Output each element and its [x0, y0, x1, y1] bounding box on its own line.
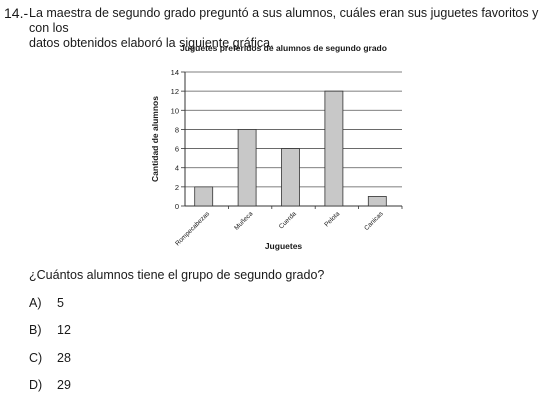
chart-title: Juguetes preferidos de alumnos de segund…: [180, 43, 387, 53]
y-tick-label-4: 4: [175, 164, 179, 173]
bar-3: [324, 90, 344, 207]
x-tick-label-2: Cuerda: [278, 210, 298, 230]
x-tick-label-1: Muñeca: [233, 210, 255, 232]
option-a[interactable]: A) 5: [29, 296, 64, 310]
y-axis-title: Cantidad de alumnos: [150, 96, 160, 182]
bar-2: [281, 148, 300, 207]
option-b-value: 12: [57, 323, 71, 337]
y-tick-label-6: 6: [175, 145, 179, 154]
x-tick-label-0: Rompecabezas: [174, 210, 211, 247]
y-tick-label-8: 8: [175, 125, 179, 134]
bar-4: [367, 196, 387, 207]
y-tick-label-0: 0: [175, 202, 179, 211]
option-c[interactable]: C) 28: [29, 351, 71, 365]
option-a-value: 5: [57, 296, 64, 310]
bar-1: [237, 129, 257, 207]
option-a-letter: A): [29, 296, 42, 310]
question-text: La maestra de segundo grado preguntó a s…: [29, 6, 544, 51]
x-tick-label-3: Pelota: [323, 210, 341, 228]
x-tick-label-4: Canicas: [363, 210, 385, 232]
option-b[interactable]: B) 12: [29, 323, 71, 337]
option-d-letter: D): [29, 378, 43, 392]
question-number: 14.-: [4, 5, 29, 21]
y-tick-label-14: 14: [171, 68, 179, 77]
x-axis-title: Juguetes: [265, 241, 303, 251]
y-tick-label-10: 10: [171, 106, 179, 115]
option-d-value: 29: [57, 378, 71, 392]
option-c-letter: C): [29, 351, 43, 365]
y-tick-label-12: 12: [171, 87, 179, 96]
question-prompt: ¿Cuántos alumnos tiene el grupo de segun…: [29, 268, 325, 282]
y-tick-label-2: 2: [175, 183, 179, 192]
question-text-line-1: La maestra de segundo grado preguntó a s…: [29, 6, 539, 35]
option-d[interactable]: D) 29: [29, 378, 71, 392]
option-b-letter: B): [29, 323, 42, 337]
question-text-line-2: datos obtenidos elaboró la siguiente grá…: [29, 36, 274, 50]
bar-chart: Juguetes preferidos de alumnos de segund…: [140, 40, 420, 255]
bar-chart-svg: Juguetes preferidos de alumnos de segund…: [150, 43, 403, 251]
bar-0: [194, 186, 214, 207]
option-c-value: 28: [57, 351, 71, 365]
